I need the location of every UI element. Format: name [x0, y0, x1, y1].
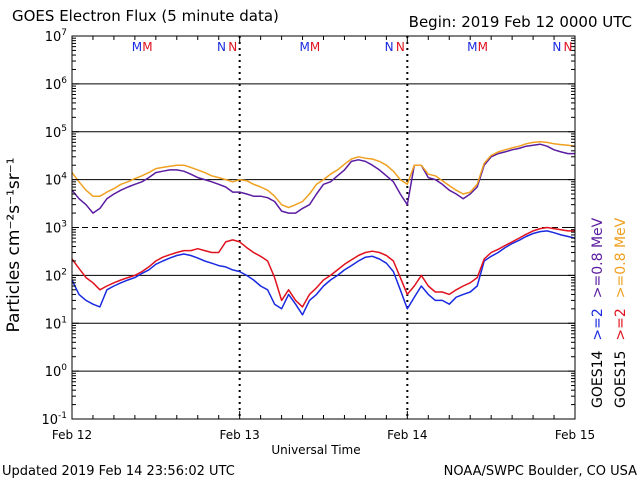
goes14-legend-item-0: GOES14 — [590, 350, 606, 408]
x-axis-label: Universal Time — [271, 443, 360, 457]
satellite-marker-2: N — [217, 40, 226, 54]
series-line-2 — [71, 230, 576, 316]
y-axis-label: Particles cm⁻²s⁻¹sr⁻¹ — [4, 157, 24, 332]
y-tick-label-0: 10-1 — [41, 411, 67, 428]
legend: GOES14 >=2 >=0.8 MeV GOES15 >=2 >=0.8 MeV — [590, 217, 629, 408]
y-tick-base-2: 10 — [45, 317, 62, 332]
y-tick-exponent-7: 6 — [61, 76, 67, 86]
y-tick-base-1: 10 — [45, 365, 62, 380]
y-tick-base-6: 10 — [45, 126, 62, 141]
y-tick-base-8: 10 — [45, 30, 62, 45]
satellite-marker-4: M — [299, 40, 309, 54]
satellite-marker-8: M — [467, 40, 477, 54]
goes15-legend-column: GOES15 >=2 >=0.8 MeV — [613, 217, 629, 408]
y-axis-label-text: Particles cm⁻²s⁻¹sr⁻¹ — [4, 157, 24, 332]
y-tick-exponent-5: 4 — [61, 172, 67, 182]
y-tick-base-7: 10 — [45, 78, 62, 93]
series-line-0 — [71, 143, 575, 214]
y-tick-exponent-0: -1 — [58, 411, 67, 421]
goes15-legend-item-0: GOES15 — [613, 351, 629, 408]
satellite-marker-6: N — [385, 40, 394, 54]
y-tick-base-4: 10 — [45, 222, 62, 237]
updated-label: Updated 2019 Feb 14 23:56:02 UTC — [2, 464, 235, 479]
satellite-marker-5: M — [310, 40, 320, 54]
y-tick-exponent-8: 7 — [61, 28, 67, 38]
satellite-marker-10: N — [552, 40, 561, 54]
x-tick-label-2: Feb 14 — [387, 428, 427, 442]
y-tick-base-3: 10 — [45, 269, 62, 284]
satellite-marker-0: M — [132, 40, 142, 54]
y-tick-exponent-4: 3 — [61, 220, 67, 230]
goes14-legend-item-2: >=0.8 MeV — [590, 217, 606, 298]
chart-title: GOES Electron Flux (5 minute data) — [12, 7, 279, 25]
y-tick-label-3: 102 — [45, 267, 67, 284]
y-tick-exponent-6: 5 — [61, 124, 67, 134]
satellite-marker-11: N — [564, 40, 573, 54]
y-tick-label-5: 104 — [45, 172, 68, 189]
y-tick-exponent-3: 2 — [61, 267, 67, 277]
goes15-legend-item-1: >=2 — [613, 308, 629, 340]
y-tick-base-0: 10 — [41, 413, 58, 428]
satellite-marker-3: N — [228, 40, 237, 54]
y-tick-base-5: 10 — [45, 174, 62, 189]
y-tick-label-4: 103 — [45, 220, 67, 237]
x-tick-label-0: Feb 12 — [52, 428, 92, 442]
begin-label: Begin: 2019 Feb 12 0000 UTC — [409, 13, 632, 31]
y-tick-label-6: 105 — [45, 124, 67, 141]
y-tick-label-1: 100 — [45, 363, 68, 380]
y-tick-exponent-2: 1 — [61, 315, 67, 325]
goes14-legend-item-1: >=2 — [590, 308, 606, 340]
goes15-legend-item-2: >=0.8 MeV — [613, 217, 629, 298]
satellite-marker-7: N — [396, 40, 405, 54]
satellite-marker-1: M — [142, 40, 152, 54]
x-tick-label-3: Feb 15 — [555, 428, 595, 442]
series-line-1 — [71, 140, 576, 209]
y-tick-label-7: 106 — [45, 76, 68, 93]
y-tick-label-8: 107 — [45, 28, 67, 45]
goes14-legend-column: GOES14 >=2 >=0.8 MeV — [590, 217, 606, 408]
series-line-3 — [71, 226, 575, 308]
x-tick-label-1: Feb 13 — [219, 428, 259, 442]
satellite-marker-9: M — [478, 40, 488, 54]
y-tick-label-2: 101 — [45, 315, 67, 332]
y-tick-exponent-1: 0 — [61, 363, 67, 373]
credit-label: NOAA/SWPC Boulder, CO USA — [444, 464, 637, 479]
